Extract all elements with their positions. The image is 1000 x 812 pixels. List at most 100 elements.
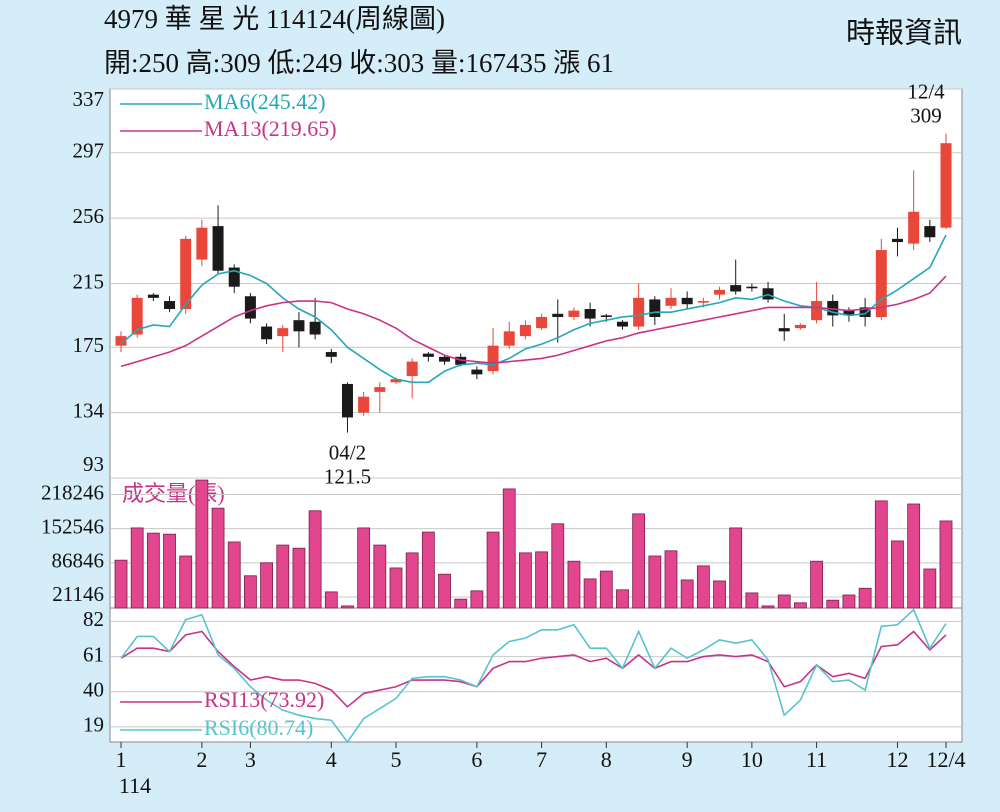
volume-bar <box>567 560 581 609</box>
candle-body <box>778 328 790 332</box>
volume-bar <box>891 540 904 609</box>
volume-bar <box>519 552 532 609</box>
candle-body <box>115 336 127 346</box>
candle-body <box>358 396 370 413</box>
candle-body <box>616 321 628 327</box>
candle-body <box>503 331 515 346</box>
series-line <box>120 608 947 744</box>
volume-bar <box>357 527 371 609</box>
x-tick-label: 4 <box>326 747 337 772</box>
candle-body <box>891 238 903 243</box>
y-tick-label: 175 <box>73 333 105 357</box>
x-tick-label: 5 <box>391 747 402 772</box>
legend-label: MA6(245.42) <box>204 89 326 114</box>
volume-bar <box>616 589 629 609</box>
candle-body <box>180 238 192 310</box>
candle-body <box>730 285 742 292</box>
volume-bar <box>421 531 435 609</box>
x-tick-label: 3 <box>245 747 256 772</box>
volume-bar <box>244 575 257 609</box>
volume-bar <box>163 533 176 609</box>
candle-body <box>487 345 499 372</box>
candle-body <box>794 324 806 329</box>
legend-label: MA13(219.65) <box>204 116 337 141</box>
low-date: 04/2 <box>329 440 366 464</box>
volume-bar <box>227 541 241 609</box>
candle-body <box>859 307 871 317</box>
volume-bar <box>874 500 888 609</box>
candle-body <box>374 387 386 392</box>
volume-bar <box>761 605 775 609</box>
candle-body <box>293 320 305 332</box>
plot-area <box>109 88 963 743</box>
candle-body <box>309 321 321 335</box>
x-tick-label: 7 <box>536 747 547 772</box>
candle-body <box>908 211 920 244</box>
candle-body <box>600 315 612 317</box>
volume-bar <box>810 560 823 609</box>
volume-bar <box>454 598 468 609</box>
candle-body <box>164 301 176 310</box>
y-tick-label: 297 <box>73 139 105 163</box>
candle-body <box>244 296 256 319</box>
candle-body <box>924 226 936 238</box>
volume-bar <box>648 555 662 609</box>
candle-body <box>325 352 337 357</box>
volume-bar <box>939 520 953 609</box>
candle-body <box>681 297 693 305</box>
x-tick-label: 8 <box>601 747 612 772</box>
volume-bar <box>599 570 613 609</box>
volume-bar <box>502 488 516 609</box>
y-tick-label: 19 <box>83 713 104 737</box>
y-tick-label: 93 <box>83 452 104 476</box>
volume-bar <box>696 565 710 609</box>
series-line <box>120 630 947 708</box>
y-tick-label: 82 <box>83 607 104 631</box>
candle-body <box>811 301 823 321</box>
x-tick-label: 11 <box>806 747 827 772</box>
x-tick-label: 1 <box>116 747 127 772</box>
volume-bar <box>777 594 791 609</box>
candle-body <box>746 286 758 289</box>
y-tick-label: 40 <box>83 678 104 702</box>
candle-body <box>568 310 580 317</box>
candle-body <box>697 301 709 303</box>
volume-bar <box>146 532 160 609</box>
volume-bar <box>664 550 678 609</box>
volume-bar <box>923 568 937 609</box>
x-tick-label: 12/4 <box>926 747 965 772</box>
volume-bar <box>373 544 387 609</box>
candle-body <box>422 353 434 357</box>
x-tick-label: 12 <box>886 747 908 772</box>
volume-bar <box>713 580 726 609</box>
volume-bar <box>324 591 338 609</box>
candle-body <box>940 143 952 228</box>
series-line <box>120 275 947 368</box>
legend-label: RSI6(80.74) <box>204 715 313 740</box>
x-tick-label: 6 <box>471 747 482 772</box>
volume-bar <box>211 507 225 609</box>
candle-body <box>471 369 483 375</box>
y-tick-label: 215 <box>73 269 105 293</box>
candle-body <box>131 297 143 335</box>
volume-bar <box>341 605 354 609</box>
volume-bar <box>680 579 694 609</box>
volume-bar <box>907 503 921 609</box>
volume-bar <box>389 567 403 609</box>
low-value: 121.5 <box>324 464 371 488</box>
high-value: 309 <box>910 103 942 127</box>
volume-bar <box>794 602 807 609</box>
volume-bar <box>308 510 322 609</box>
y-tick-label: 134 <box>73 398 105 422</box>
high-date: 12/4 <box>907 79 945 103</box>
volume-bar <box>583 578 597 609</box>
volume-bar <box>292 547 306 609</box>
candle-body <box>228 267 240 287</box>
candle-body <box>439 356 451 362</box>
volume-bar <box>486 531 500 609</box>
volume-bar <box>535 551 548 609</box>
volume-bar <box>405 552 419 609</box>
y-tick-label: 337 <box>73 87 105 111</box>
